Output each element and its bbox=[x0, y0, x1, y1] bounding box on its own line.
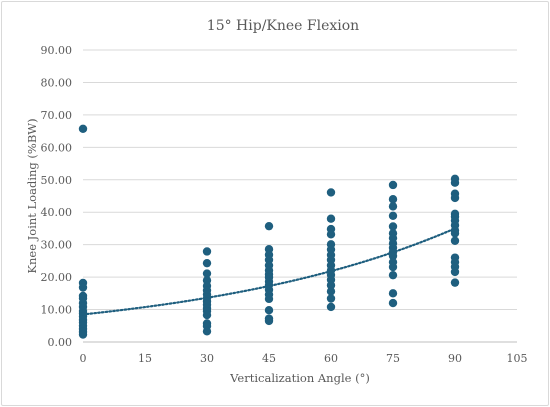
x-tick-label: 75 bbox=[386, 352, 400, 365]
data-point bbox=[326, 188, 336, 197]
gridlines bbox=[83, 49, 517, 311]
data-point bbox=[264, 294, 274, 304]
data-point bbox=[450, 236, 460, 245]
data-point bbox=[450, 178, 460, 187]
data-point bbox=[450, 193, 460, 203]
data-point bbox=[388, 222, 398, 231]
data-point bbox=[388, 289, 398, 298]
data-point bbox=[202, 327, 212, 336]
y-tick-label: 0.00 bbox=[48, 336, 73, 349]
data-point bbox=[450, 229, 460, 238]
y-axis-label: Knee Joint Loading (%BW) bbox=[25, 118, 39, 273]
data-point bbox=[388, 195, 398, 204]
data-point bbox=[388, 262, 398, 272]
y-tick-label: 90.00 bbox=[41, 44, 73, 57]
x-tick-label: 30 bbox=[200, 352, 214, 365]
data-point bbox=[388, 180, 398, 190]
data-point bbox=[326, 230, 336, 239]
data-point bbox=[326, 294, 336, 303]
data-point bbox=[78, 124, 88, 134]
data-point bbox=[450, 267, 460, 277]
y-tick-label: 50.00 bbox=[41, 174, 73, 187]
data-point bbox=[326, 287, 336, 296]
x-tick-label: 60 bbox=[324, 352, 338, 365]
data-point bbox=[388, 298, 398, 308]
y-tick-label: 20.00 bbox=[41, 271, 73, 284]
data-point bbox=[264, 221, 274, 231]
data-point bbox=[326, 214, 336, 223]
y-tick-label: 70.00 bbox=[41, 109, 73, 122]
data-point bbox=[388, 211, 398, 220]
data-point bbox=[326, 302, 336, 312]
data-point bbox=[78, 283, 88, 292]
data-point bbox=[264, 316, 274, 326]
data-point bbox=[202, 269, 212, 278]
y-axis-ticks: 0.00 10.00 20.00 30.00 40.00 50.00 60.00 70.00 8… bbox=[41, 44, 73, 349]
data-point bbox=[388, 251, 398, 261]
data-point bbox=[78, 330, 88, 339]
data-point bbox=[326, 281, 336, 290]
x-tick-label: 90 bbox=[448, 352, 462, 365]
data-point bbox=[388, 270, 398, 280]
y-tick-label: 60.00 bbox=[41, 141, 73, 154]
data-point bbox=[202, 258, 212, 268]
data-point bbox=[450, 278, 460, 287]
data-point bbox=[202, 310, 212, 320]
y-tick-label: 30.00 bbox=[41, 239, 73, 252]
data-points bbox=[78, 124, 460, 339]
x-axis-ticks: 0 15 30 45 60 75 90 105 bbox=[80, 352, 528, 365]
x-tick-label: 45 bbox=[262, 352, 276, 365]
data-point bbox=[202, 247, 212, 256]
data-point bbox=[388, 202, 398, 211]
y-tick-label: 10.00 bbox=[41, 304, 73, 317]
x-tick-label: 105 bbox=[507, 352, 528, 365]
x-tick-label: 15 bbox=[138, 352, 152, 365]
x-axis-label: Verticalization Angle (°) bbox=[229, 371, 370, 385]
y-tick-label: 80.00 bbox=[41, 76, 73, 89]
chart-title: 15° Hip/Knee Flexion bbox=[207, 18, 359, 34]
data-point bbox=[264, 306, 274, 315]
x-tick-label: 0 bbox=[80, 352, 87, 365]
y-tick-label: 40.00 bbox=[41, 206, 73, 219]
